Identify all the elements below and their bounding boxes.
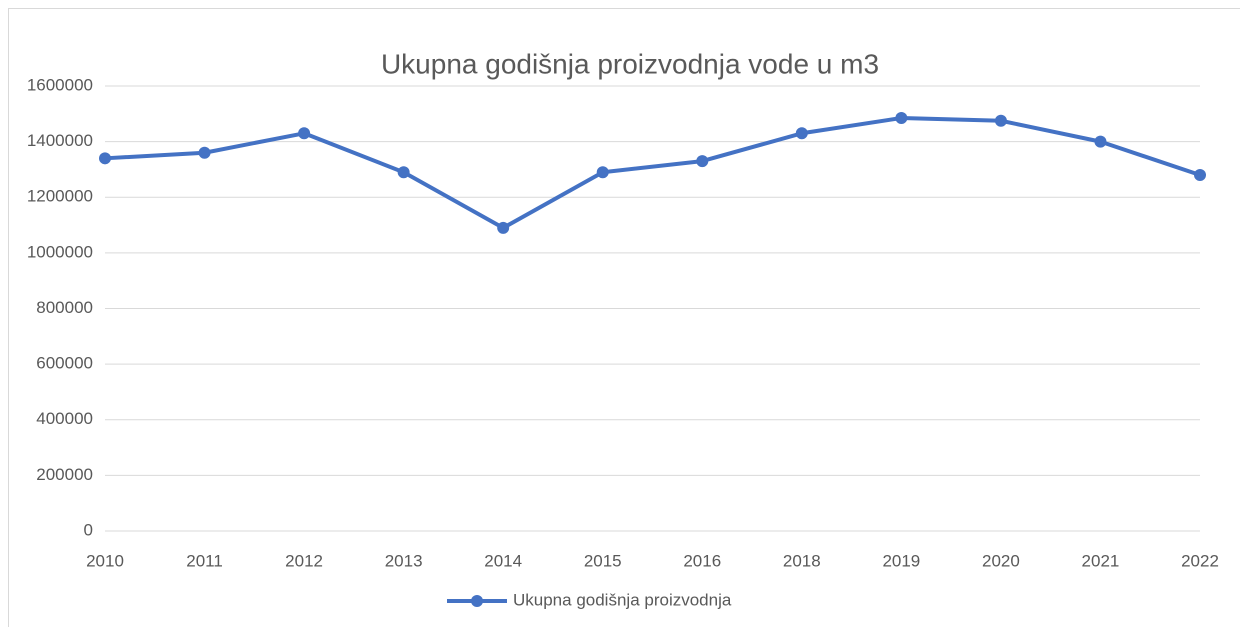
data-point: [1094, 135, 1107, 148]
data-point: [696, 155, 709, 168]
legend-marker: [471, 595, 483, 607]
chart-title: Ukupna godišnja proizvodnja vode u m3: [381, 48, 879, 79]
x-tick-label: 2015: [584, 551, 622, 570]
y-tick-label: 200000: [36, 465, 93, 484]
y-tick-label: 600000: [36, 354, 93, 373]
data-point: [198, 146, 211, 159]
data-point: [895, 111, 908, 124]
x-tick-label: 2021: [1082, 551, 1120, 570]
data-point: [795, 127, 808, 140]
x-tick-label: 2018: [783, 551, 821, 570]
x-tick-label: 2022: [1181, 551, 1219, 570]
y-tick-label: 800000: [36, 298, 93, 317]
y-tick-label: 1600000: [27, 75, 93, 94]
x-tick-label: 2019: [882, 551, 920, 570]
y-tick-label: 1000000: [27, 242, 93, 261]
y-tick-label: 1400000: [27, 131, 93, 150]
data-point: [99, 152, 111, 165]
x-tick-label: 2013: [385, 551, 423, 570]
x-tick-label: 2012: [285, 551, 323, 570]
data-point: [497, 221, 510, 234]
y-tick-label: 400000: [36, 409, 93, 428]
x-tick-label: 2010: [86, 551, 124, 570]
data-point: [994, 114, 1007, 127]
data-point: [298, 127, 311, 140]
x-tick-label: 2014: [484, 551, 522, 570]
chart-border: [8, 8, 1240, 627]
line-series: [104, 115, 1201, 230]
y-tick-label: 1200000: [27, 187, 93, 206]
legend-label: Ukupna godišnja proizvodnja: [513, 590, 732, 609]
data-point: [397, 166, 410, 179]
x-tick-label: 2020: [982, 551, 1020, 570]
y-tick-label: 0: [84, 520, 93, 539]
x-tick-label: 2016: [683, 551, 721, 570]
x-tick-label: 2011: [186, 551, 223, 570]
data-point: [596, 166, 609, 179]
data-point: [1194, 169, 1206, 181]
